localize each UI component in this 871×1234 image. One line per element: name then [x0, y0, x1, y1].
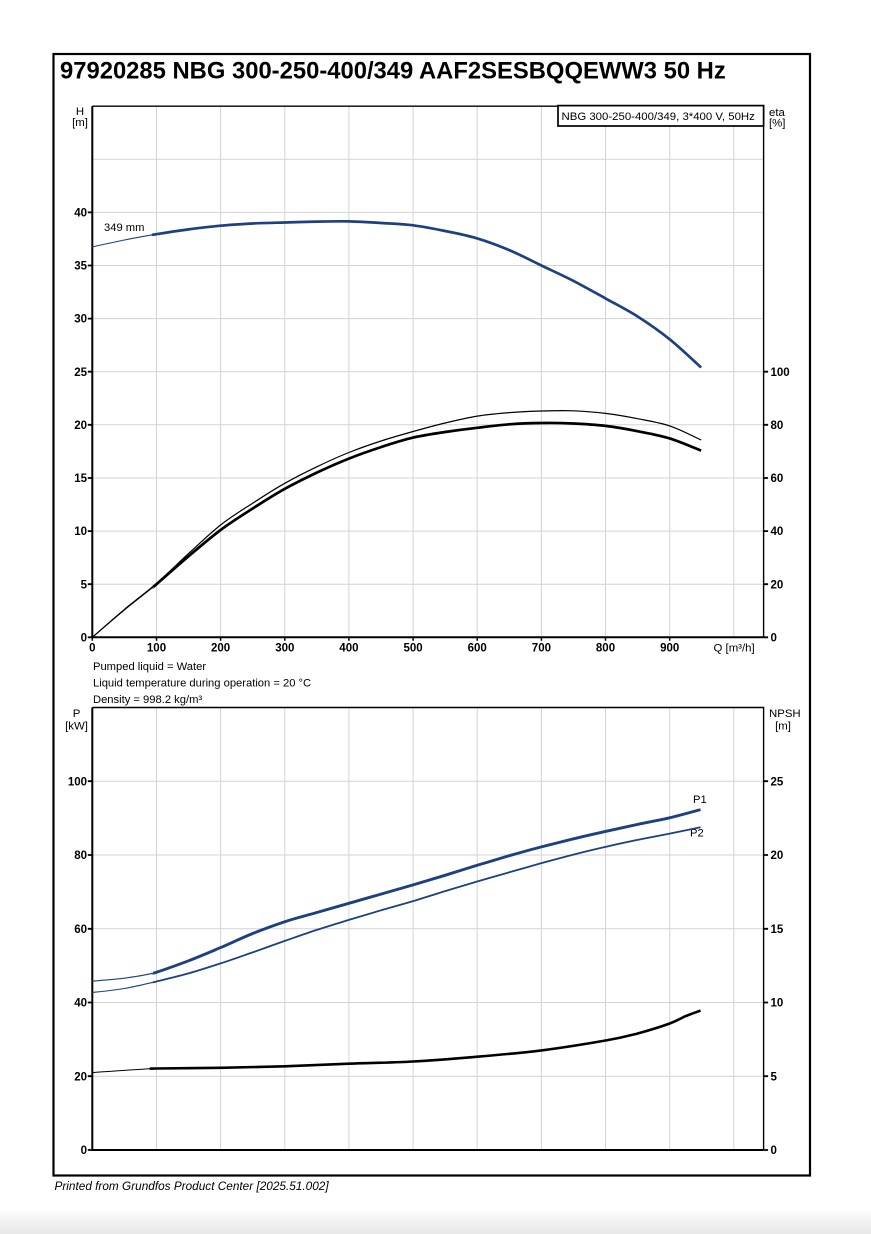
- svg-text:100: 100: [68, 776, 87, 788]
- svg-text:25: 25: [771, 776, 784, 788]
- svg-text:20: 20: [771, 579, 784, 591]
- svg-text:400: 400: [339, 643, 358, 655]
- svg-text:NPSH: NPSH: [769, 708, 801, 720]
- svg-text:20: 20: [771, 850, 784, 862]
- svg-text:10: 10: [771, 998, 784, 1010]
- svg-text:Density = 998.2 kg/m³: Density = 998.2 kg/m³: [93, 694, 202, 706]
- svg-text:0: 0: [771, 632, 777, 644]
- svg-text:97920285 NBG 300-250-400/349 A: 97920285 NBG 300-250-400/349 AAF2SESBQQE…: [60, 58, 726, 85]
- svg-text:[m]: [m]: [775, 721, 791, 733]
- svg-text:Pumped liquid = Water: Pumped liquid = Water: [93, 661, 206, 673]
- svg-text:Printed from Grundfos Product: Printed from Grundfos Product Center [20…: [55, 1179, 330, 1193]
- svg-text:eta: eta: [769, 107, 785, 119]
- svg-text:40: 40: [771, 526, 784, 538]
- svg-text:900: 900: [660, 643, 679, 655]
- svg-text:80: 80: [74, 850, 87, 862]
- svg-text:Q [m³/h]: Q [m³/h]: [714, 643, 755, 655]
- svg-text:15: 15: [74, 473, 87, 485]
- svg-text:60: 60: [771, 473, 784, 485]
- svg-text:25: 25: [74, 367, 87, 379]
- svg-text:800: 800: [596, 643, 615, 655]
- svg-text:H: H: [76, 106, 84, 118]
- svg-text:40: 40: [74, 998, 87, 1010]
- svg-text:[%]: [%]: [769, 118, 785, 130]
- svg-text:30: 30: [74, 314, 87, 326]
- svg-text:20: 20: [74, 420, 87, 432]
- svg-text:100: 100: [147, 643, 166, 655]
- svg-text:0: 0: [81, 632, 87, 644]
- svg-text:[kW]: [kW]: [65, 721, 88, 733]
- svg-text:P2: P2: [690, 828, 704, 840]
- svg-text:500: 500: [404, 643, 423, 655]
- svg-text:35: 35: [74, 261, 87, 273]
- svg-text:600: 600: [468, 643, 487, 655]
- svg-text:300: 300: [275, 643, 294, 655]
- svg-text:NBG 300-250-400/349, 3*400 V,: NBG 300-250-400/349, 3*400 V, 50Hz: [562, 111, 756, 123]
- svg-text:200: 200: [211, 643, 230, 655]
- svg-text:60: 60: [74, 924, 87, 936]
- svg-text:80: 80: [771, 420, 784, 432]
- svg-text:349 mm: 349 mm: [104, 222, 144, 234]
- svg-text:40: 40: [74, 208, 87, 220]
- svg-text:[m]: [m]: [72, 117, 88, 129]
- svg-text:P: P: [73, 708, 81, 720]
- svg-text:700: 700: [532, 643, 551, 655]
- svg-text:20: 20: [74, 1071, 87, 1083]
- svg-text:0: 0: [771, 1145, 777, 1157]
- svg-text:15: 15: [771, 924, 784, 936]
- svg-text:5: 5: [81, 579, 88, 591]
- svg-text:10: 10: [74, 526, 87, 538]
- svg-text:5: 5: [771, 1071, 778, 1083]
- svg-text:Liquid temperature during oper: Liquid temperature during operation = 20…: [93, 678, 311, 690]
- svg-text:0: 0: [81, 1145, 87, 1157]
- svg-text:0: 0: [89, 643, 95, 655]
- svg-text:P1: P1: [693, 794, 707, 806]
- svg-text:100: 100: [771, 367, 790, 379]
